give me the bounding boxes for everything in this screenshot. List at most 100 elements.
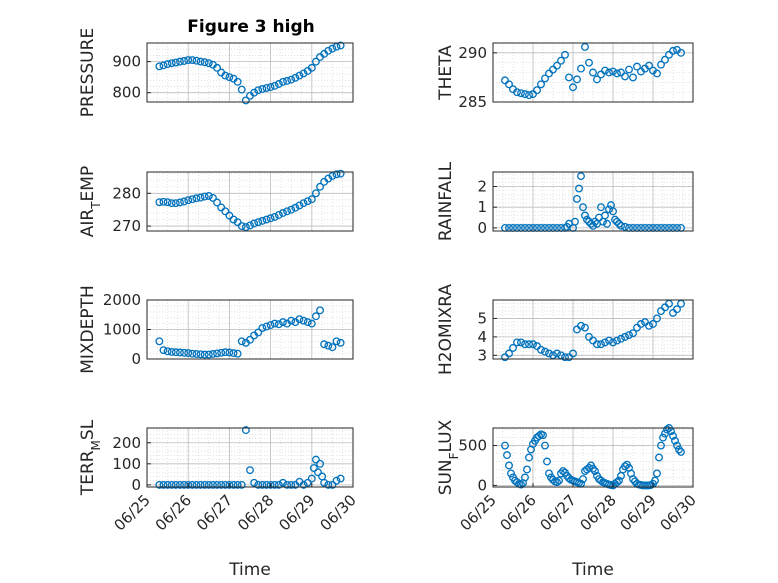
data-point — [233, 77, 242, 86]
data-point — [311, 312, 320, 321]
y-tick-label: 2000 — [103, 291, 141, 309]
plot-area — [147, 428, 353, 487]
data-point — [675, 445, 683, 454]
data-point — [320, 340, 329, 349]
data-point — [213, 480, 221, 489]
data-point — [229, 480, 238, 489]
y-tick-label: 2 — [477, 177, 487, 195]
data-point — [659, 433, 667, 442]
data-point — [573, 194, 581, 203]
data-point — [533, 86, 541, 95]
y-tick-label: 0 — [131, 350, 141, 368]
data-point — [237, 85, 246, 94]
data-point — [254, 86, 263, 95]
data-point — [266, 83, 275, 92]
data-point — [274, 80, 283, 88]
data-point — [673, 305, 681, 314]
x-tick-label: 06/26 — [152, 491, 195, 534]
data-series — [501, 424, 685, 490]
data-point — [316, 459, 324, 468]
data-point — [258, 480, 267, 489]
data-point — [217, 480, 226, 489]
y-tick-label: 1 — [477, 198, 487, 216]
data-point — [266, 480, 275, 489]
data-point — [537, 80, 545, 89]
data-point — [184, 56, 193, 65]
data-point — [593, 340, 601, 349]
x-tick-label: 06/28 — [577, 491, 620, 534]
data-point — [601, 66, 609, 75]
data-point — [279, 478, 287, 487]
data-point — [625, 331, 633, 339]
data-point — [525, 340, 533, 349]
data-point — [629, 475, 637, 483]
x-tick-label: 06/25 — [457, 491, 500, 534]
data-point — [229, 349, 238, 358]
data-point — [505, 80, 513, 89]
data-point — [254, 328, 263, 337]
data-point — [246, 466, 254, 475]
data-point — [307, 63, 316, 72]
data-point — [167, 59, 176, 68]
data-point — [188, 349, 197, 358]
data-point — [613, 478, 621, 487]
axes-box — [492, 299, 694, 360]
data-point — [324, 480, 333, 489]
data-point — [188, 56, 197, 65]
data-point — [279, 318, 287, 327]
data-point — [167, 347, 176, 356]
data-point — [505, 349, 513, 358]
data-point — [581, 323, 589, 332]
data-point — [250, 88, 259, 97]
data-point — [192, 350, 201, 358]
y-tick-label: 500 — [458, 437, 487, 455]
data-point — [287, 75, 296, 84]
data-point — [617, 68, 625, 77]
data-point — [233, 218, 242, 227]
data-point — [266, 214, 275, 223]
data-point — [171, 58, 180, 67]
data-point — [336, 41, 345, 50]
data-point — [155, 62, 164, 71]
data-point — [204, 480, 213, 489]
data-point — [557, 56, 565, 65]
data-point — [167, 199, 176, 208]
data-point — [525, 91, 533, 100]
data-series — [155, 306, 345, 359]
data-point — [657, 441, 665, 450]
data-point — [258, 85, 267, 93]
y-tick-label: 4 — [477, 328, 487, 346]
data-point — [609, 67, 617, 76]
data-point — [545, 349, 553, 358]
data-point — [283, 207, 292, 216]
y-axis-label: RAINFALL — [436, 161, 456, 241]
data-point — [328, 44, 337, 53]
data-point — [517, 480, 525, 489]
data-point — [645, 61, 653, 70]
data-point — [653, 469, 661, 478]
y-tick-label: 900 — [112, 53, 141, 71]
chart-panel-6: 345 H2OMIXRA — [436, 284, 694, 375]
data-point — [507, 469, 515, 478]
data-point — [545, 69, 553, 78]
data-point — [163, 480, 172, 489]
data-point — [241, 223, 250, 232]
data-point — [609, 338, 617, 347]
data-point — [279, 77, 287, 86]
data-point — [204, 59, 213, 68]
axes-box — [146, 427, 354, 488]
y-tick-label: 0 — [131, 476, 141, 494]
data-point — [217, 348, 226, 357]
data-point — [188, 480, 197, 489]
data-point — [591, 467, 599, 476]
data-point — [332, 170, 341, 179]
data-point — [324, 46, 333, 55]
data-point — [651, 476, 659, 485]
data-point — [529, 90, 537, 99]
x-tick-label: 06/30 — [317, 491, 360, 534]
y-axis-label: PRESSURE — [78, 28, 98, 117]
data-point — [597, 203, 605, 212]
data-point — [270, 212, 279, 221]
